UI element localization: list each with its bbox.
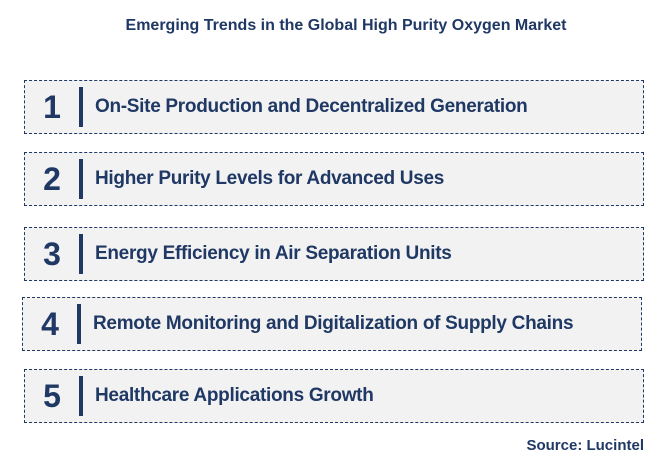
trend-divider [79,234,83,274]
trend-item-4: 4 Remote Monitoring and Digitalization o… [22,297,642,351]
trend-divider [79,376,83,416]
trend-item-3: 3 Energy Efficiency in Air Separation Un… [24,227,644,281]
trend-label: Remote Monitoring and Digitalization of … [93,313,574,334]
trend-item-1: 1 On-Site Production and Decentralized G… [24,80,644,134]
trend-label: Energy Efficiency in Air Separation Unit… [95,243,452,264]
source-credit: Source: Lucintel [526,437,644,454]
trend-item-2: 2 Higher Purity Levels for Advanced Uses [24,152,644,206]
trend-label: Higher Purity Levels for Advanced Uses [95,168,445,189]
trend-label: Healthcare Applications Growth [95,385,374,406]
trend-divider [79,87,83,127]
trend-number: 3 [43,236,61,272]
trend-number: 4 [41,306,59,342]
diagram-title: Emerging Trends in the Global High Purit… [125,17,567,34]
trend-number: 2 [43,161,61,197]
trend-item-5: 5 Healthcare Applications Growth [24,369,644,423]
trend-number: 1 [43,89,61,125]
trend-number: 5 [43,378,61,414]
trend-label: On-Site Production and Decentralized Gen… [95,96,528,117]
trend-divider [79,159,83,199]
trend-divider [77,304,81,344]
